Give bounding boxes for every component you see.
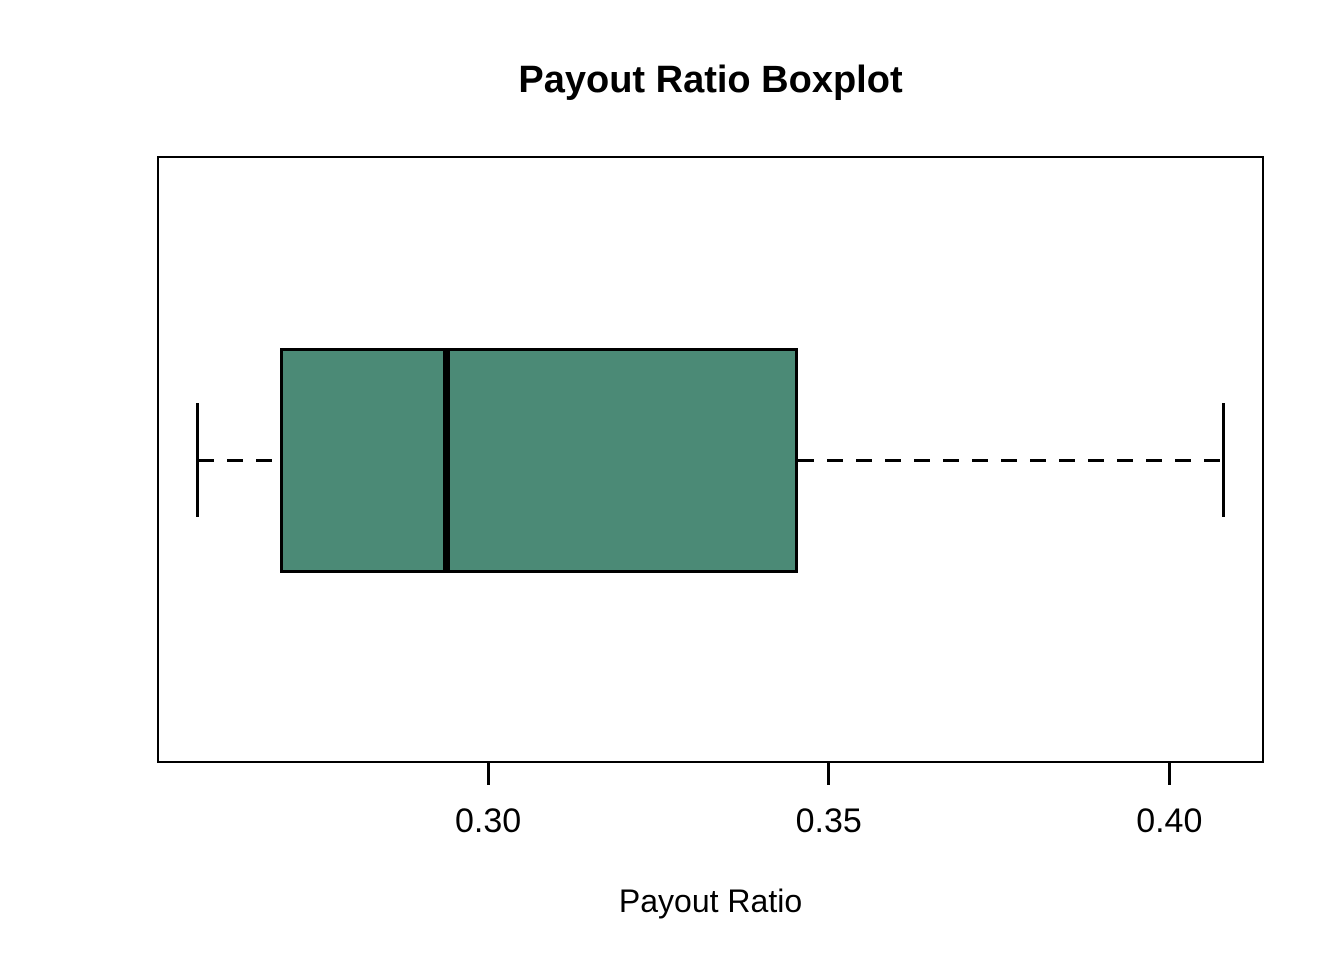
median-line xyxy=(443,348,451,573)
x-tick-mark xyxy=(1167,763,1171,785)
iqr-box xyxy=(279,348,799,573)
right-whisker-cap xyxy=(1221,403,1225,517)
x-tick-mark xyxy=(827,763,831,785)
x-tick-label: 0.30 xyxy=(454,802,522,840)
left-whisker-line xyxy=(197,459,280,462)
left-whisker-cap xyxy=(196,403,200,517)
chart-title: Payout Ratio Boxplot xyxy=(518,59,903,101)
x-axis-label: Payout Ratio xyxy=(618,883,803,919)
x-tick-mark xyxy=(486,763,490,785)
x-tick-label: 0.35 xyxy=(795,802,862,840)
plot-frame xyxy=(157,156,1264,763)
right-whisker-line xyxy=(798,459,1224,462)
x-tick-label: 0.40 xyxy=(1136,802,1203,840)
